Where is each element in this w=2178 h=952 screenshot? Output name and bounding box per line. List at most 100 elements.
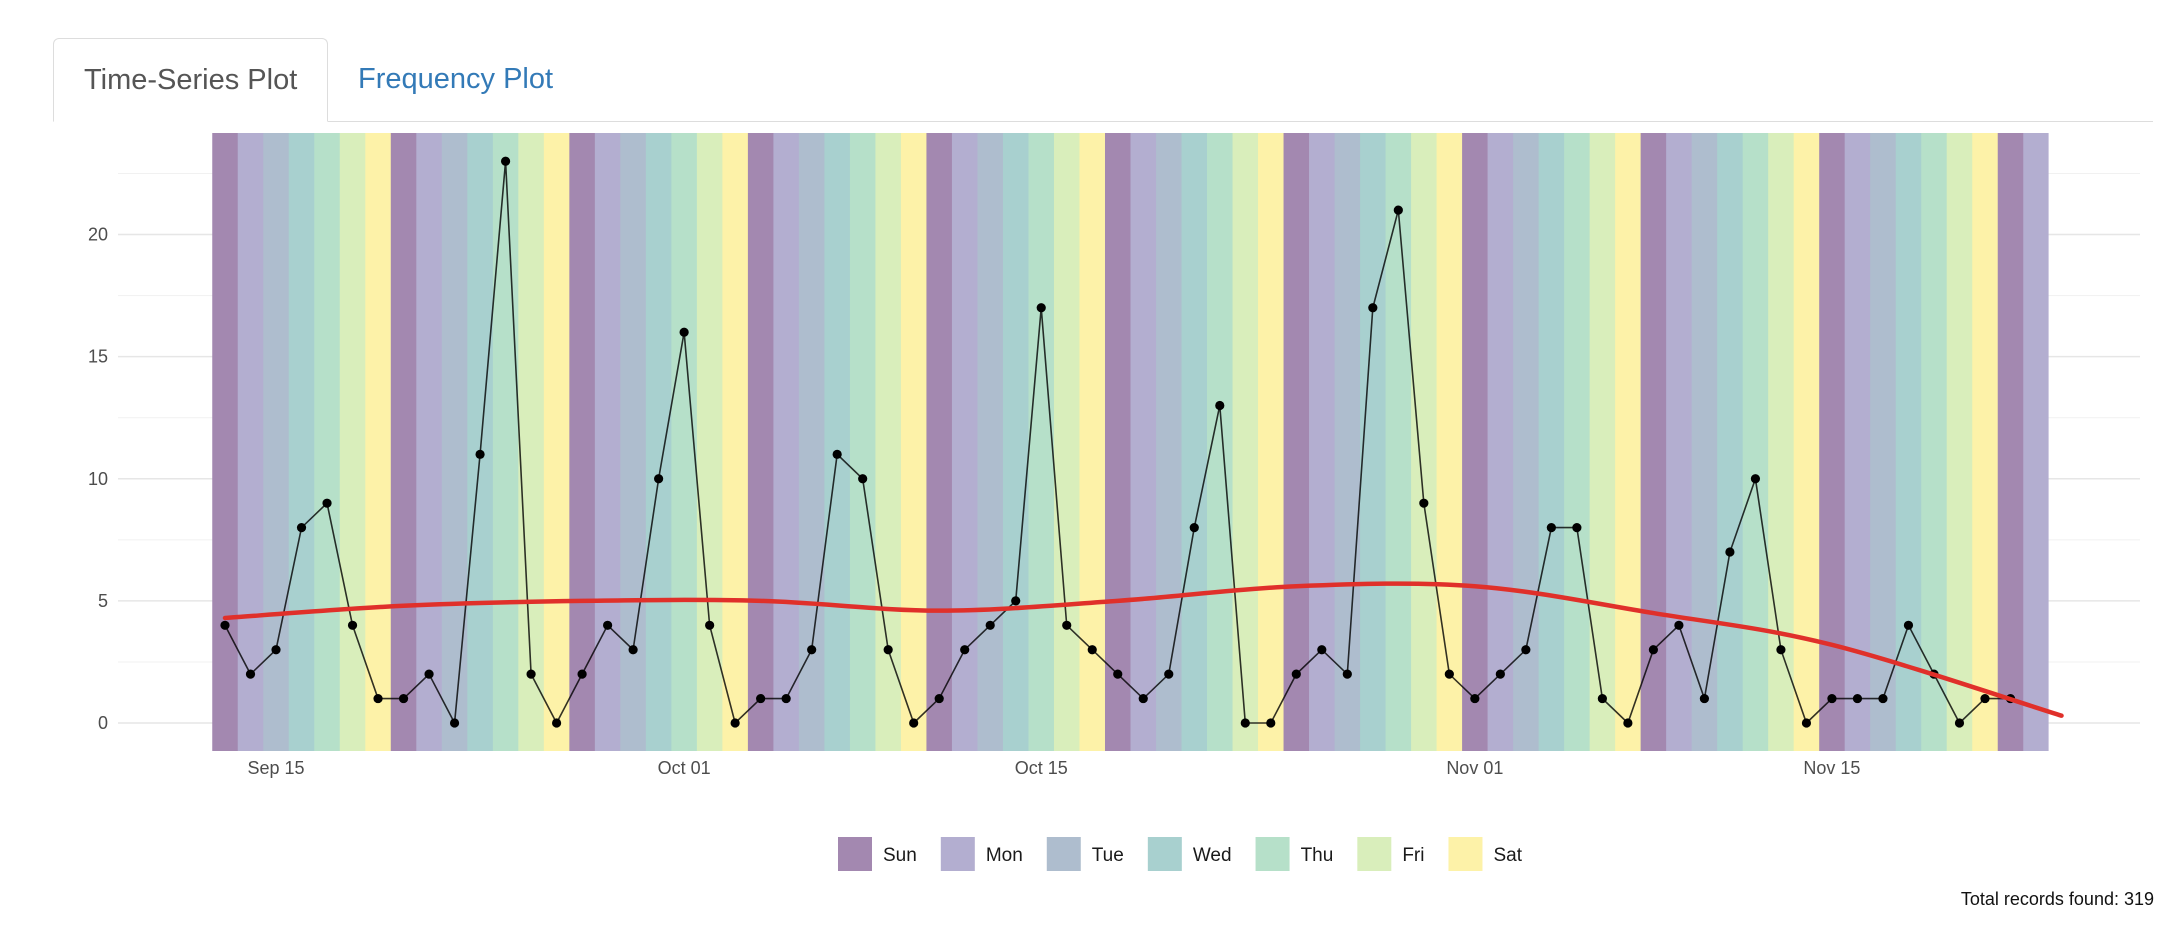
data-point	[1419, 498, 1429, 508]
weekday-band-wed	[288, 133, 315, 751]
data-point	[577, 669, 587, 679]
weekday-band-mon	[1130, 133, 1157, 751]
data-point	[1215, 400, 1225, 411]
tab-frequency-plot[interactable]: Frequency Plot	[358, 63, 554, 95]
data-point	[730, 718, 740, 728]
tab-bar-divider	[53, 121, 2153, 122]
weekday-band-mon	[594, 133, 621, 751]
weekday-band-tue	[1870, 133, 1897, 751]
weekday-band-fri	[696, 133, 723, 751]
weekday-band-sun	[569, 133, 596, 751]
weekday-band-sun	[390, 133, 417, 751]
data-point	[1521, 645, 1531, 655]
data-point	[909, 718, 919, 728]
data-point	[347, 620, 358, 630]
legend-key-mon	[940, 837, 975, 871]
weekday-band-sat	[722, 133, 749, 751]
weekday-band-sun	[1104, 133, 1132, 751]
weekday-band-sun	[1283, 133, 1310, 751]
y-tick-label: 20	[88, 225, 108, 245]
weekday-band-sun	[1819, 133, 1846, 751]
data-point	[807, 645, 817, 655]
data-point	[1036, 303, 1046, 313]
data-point	[1980, 693, 1990, 704]
data-point	[1878, 693, 1888, 704]
legend: Sun Mon Tue Wed Thu Fri Sat	[838, 837, 1523, 871]
data-point	[526, 669, 536, 679]
legend-label-fri: Fri	[1402, 845, 1424, 866]
legend-label-sun: Sun	[883, 845, 917, 866]
data-point	[424, 669, 434, 679]
data-layer	[220, 156, 2064, 728]
weekday-band-wed	[1895, 133, 1922, 751]
weekday-band-sat	[1615, 133, 1642, 751]
weekday-band-mon	[2023, 133, 2049, 751]
weekday-band-wed	[1538, 133, 1565, 751]
weekday-band-mon	[951, 133, 979, 751]
x-tick-label: Oct 15	[1015, 758, 1068, 778]
data-point	[271, 645, 281, 655]
data-point	[934, 693, 944, 704]
weekday-band-fri	[1411, 133, 1438, 751]
data-point	[1291, 669, 1301, 679]
weekday-band-wed	[824, 133, 851, 751]
weekday-band-thu	[492, 133, 519, 751]
weekday-band-thu	[1207, 133, 1234, 751]
weekday-band-fri	[339, 133, 366, 751]
legend-key-wed	[1147, 837, 1182, 871]
weekday-band-tue	[620, 133, 647, 751]
weekday-band-thu	[849, 133, 877, 751]
y-tick-label: 15	[88, 347, 108, 367]
y-tick-label: 5	[98, 591, 108, 611]
weekday-band-thu	[314, 133, 341, 751]
weekday-band-wed	[645, 133, 672, 751]
data-point	[1342, 669, 1352, 679]
data-point	[1903, 620, 1914, 630]
weekday-band-sat	[1258, 133, 1285, 751]
weekday-band-thu	[1564, 133, 1591, 751]
data-point	[781, 693, 791, 704]
data-point	[551, 718, 562, 728]
legend-label-wed: Wed	[1193, 845, 1232, 866]
weekday-band-fri	[1768, 133, 1795, 751]
weekday-band-sat	[365, 133, 392, 751]
weekday-bands	[212, 133, 2049, 751]
x-tick-label: Oct 01	[658, 758, 711, 778]
weekday-band-wed	[1181, 133, 1208, 751]
data-point	[985, 620, 995, 630]
data-point	[858, 474, 868, 484]
weekday-band-fri	[1589, 133, 1616, 751]
legend-key-sat	[1448, 837, 1483, 871]
weekday-band-sun	[1462, 133, 1489, 751]
data-point	[1087, 645, 1097, 655]
data-point	[475, 449, 485, 459]
data-point	[756, 693, 766, 704]
weekday-band-wed	[1002, 133, 1030, 751]
data-point	[1266, 718, 1276, 728]
data-point	[398, 693, 409, 704]
data-point	[500, 156, 511, 166]
tab-time-series-plot[interactable]: Time-Series Plot	[53, 38, 329, 122]
weekday-band-mon	[773, 133, 800, 751]
legend-label-sat: Sat	[1493, 845, 1522, 866]
weekday-band-sat	[1972, 133, 1999, 751]
weekday-band-sat	[543, 133, 570, 751]
weekday-band-wed	[1360, 133, 1387, 751]
data-point	[1572, 523, 1582, 533]
weekday-band-mon	[416, 133, 443, 751]
weekday-band-sun	[1640, 133, 1667, 751]
weekday-band-thu	[1921, 133, 1948, 751]
legend-key-fri	[1357, 837, 1392, 871]
data-point	[1597, 693, 1607, 704]
data-point	[1240, 718, 1250, 728]
weekday-band-mon	[1487, 133, 1514, 751]
y-tick-label: 10	[88, 469, 108, 489]
legend-label-thu: Thu	[1301, 845, 1334, 866]
data-point	[245, 669, 256, 679]
weekday-band-thu	[1028, 133, 1055, 751]
data-point	[1546, 523, 1556, 533]
data-point	[628, 645, 638, 655]
data-point	[1444, 669, 1454, 679]
total-records-text: Total records found: 319	[1960, 889, 2154, 909]
data-point	[1801, 718, 1812, 728]
